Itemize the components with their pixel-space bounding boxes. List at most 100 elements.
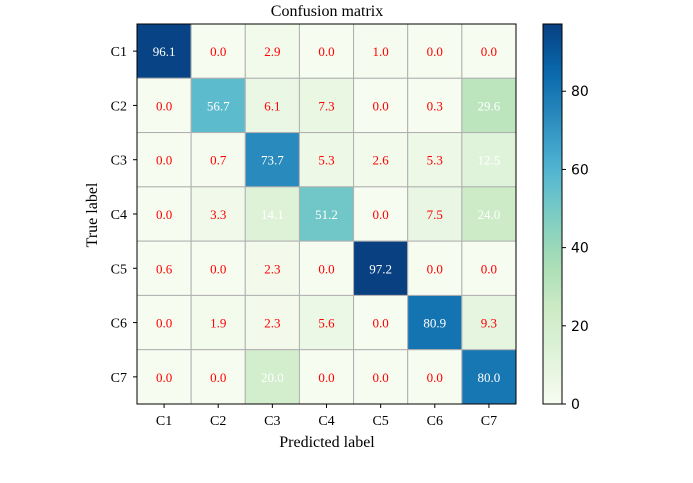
heatmap-cell [407,186,463,242]
heatmap-cell [407,23,463,79]
colorbar [543,24,562,404]
y-tick-label: C3 [111,154,127,169]
x-tick-label: C7 [481,414,497,429]
cell-value-label: 0.0 [481,44,497,59]
cell-value-label: 24.0 [478,207,501,222]
colorbar-tick-label: 40 [571,241,589,257]
heatmap-cell [353,349,409,405]
cell-value-label: 2.9 [264,44,280,59]
cell-value-label: 51.2 [315,207,338,222]
heatmap-cell [190,132,246,188]
x-tick-label: C3 [264,414,280,429]
heatmap-cell [136,240,192,296]
colorbar-tick-label: 0 [571,397,580,413]
cell-value-label: 0.0 [373,370,389,385]
cell-value-label: 0.0 [210,370,226,385]
x-axis-ticks: C1 C2 C3 C4 C5 C6 C7 [156,404,497,429]
cell-value-label: 2.3 [264,261,280,276]
cell-value-label: 0.3 [427,98,443,113]
heatmap-cell [190,23,246,79]
heatmap-cell [353,77,409,134]
cell-value-labels: 96.1 0.0 2.9 0.0 1.0 0.0 0.0 0.0 56.7 6.1 7.3 0.0 0.… [153,44,501,385]
cell-value-label: 2.3 [264,316,280,331]
cell-value-label: 1.0 [373,44,389,59]
x-tick-label: C2 [210,414,226,429]
y-tick-label: C1 [111,45,127,60]
y-tick-label: C4 [111,208,127,223]
y-tick-label: C2 [111,99,127,114]
heatmap-cell [461,349,517,405]
cell-value-label: 7.5 [427,207,443,222]
cell-value-label: 80.0 [478,370,501,385]
heatmap-cell [461,294,517,351]
cell-value-label: 1.9 [210,316,226,331]
cell-value-label: 0.0 [210,261,226,276]
cell-value-label: 0.0 [156,370,172,385]
heatmap-cell [461,186,517,242]
x-tick-label: C5 [372,414,388,429]
heatmap-cell [136,349,192,405]
heatmap-cell [136,294,192,351]
heatmap-cell [407,349,463,405]
y-axis-ticks: C1 C2 C3 C4 C5 C6 C7 [111,45,137,386]
cell-value-label: 9.3 [481,316,497,331]
cell-value-label: 0.0 [373,207,389,222]
cell-value-label: 0.6 [156,261,173,276]
heatmap-cell [244,77,300,134]
cell-value-label: 0.0 [318,370,334,385]
x-tick-label: C4 [318,414,334,429]
cell-value-label: 0.0 [427,261,443,276]
heatmap-cell [136,186,192,242]
cell-value-label: 0.0 [156,207,172,222]
y-tick-label: C5 [111,262,127,277]
heatmap-cell [190,186,246,242]
heatmap-cell [136,23,192,79]
heatmap-cell [244,240,300,296]
cell-value-label: 3.3 [210,207,226,222]
cell-value-label: 0.0 [427,370,443,385]
heatmap-cell [353,132,409,188]
heatmap-cell [461,77,517,134]
heatmap-cells [136,23,517,405]
heatmap-cell [244,349,300,405]
heatmap-cell [298,294,355,351]
cell-value-label: 6.1 [264,98,280,113]
heatmap-cell [190,294,246,351]
cell-value-label: 97.2 [369,261,392,276]
y-tick-label: C7 [111,371,127,386]
cell-value-label: 0.7 [210,153,227,168]
cell-value-label: 0.0 [481,261,497,276]
heatmap-cell [353,294,409,351]
colorbar-tick-label: 20 [571,319,589,335]
cell-value-label: 2.6 [373,153,390,168]
cell-value-label: 0.0 [156,98,172,113]
cell-value-label: 14.1 [261,207,284,222]
cell-value-label: 0.0 [373,316,389,331]
x-tick-label: C1 [156,414,172,429]
cell-value-label: 96.1 [153,44,176,59]
cell-value-label: 56.7 [207,98,230,113]
cell-value-label: 0.0 [318,261,334,276]
x-axis-label: Predicted label [279,434,375,451]
cell-value-label: 0.0 [373,98,389,113]
cell-value-label: 0.0 [427,44,443,59]
cell-value-label: 0.0 [156,153,172,168]
colorbar-tick-label: 60 [571,162,589,178]
cell-value-label: 0.0 [156,316,172,331]
x-tick-label: C6 [427,414,443,429]
heatmap-cell [461,132,517,188]
colorbar-ticks: 0 20 40 60 80 [562,84,589,413]
heatmap-cell [298,132,355,188]
cell-value-label: 5.3 [318,153,334,168]
y-tick-label: C6 [111,317,127,332]
heatmap-cell [407,132,463,188]
heatmap-cell [298,349,355,405]
heatmap-cell [298,186,355,242]
cell-value-label: 0.0 [318,44,334,59]
cell-value-label: 80.9 [423,316,446,331]
colorbar-frame [542,23,563,405]
cell-value-label: 7.3 [318,98,334,113]
cell-value-label: 73.7 [261,153,284,168]
y-axis-label: True label [84,182,101,247]
